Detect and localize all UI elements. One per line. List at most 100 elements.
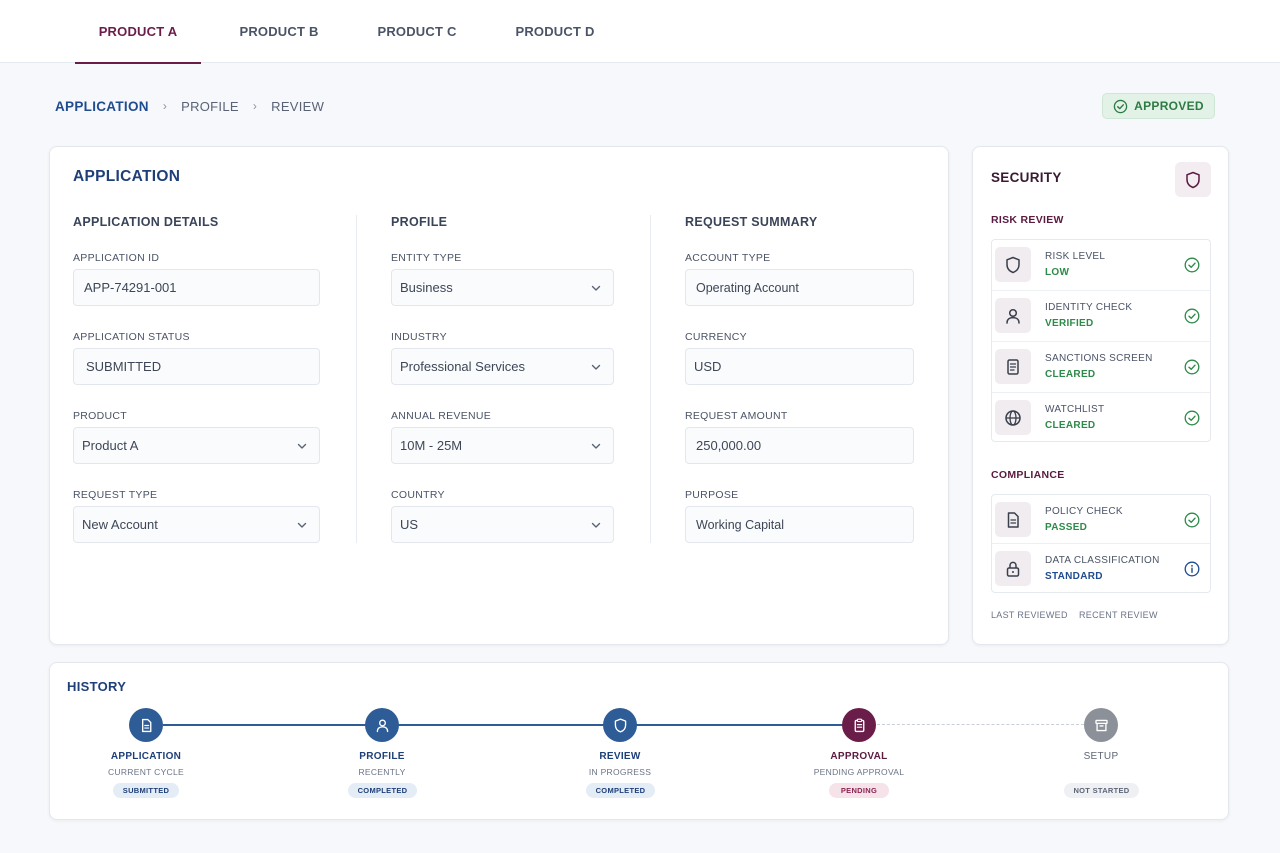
check-circle-icon [1184, 410, 1200, 426]
breadcrumb-profile[interactable]: PROFILE [181, 98, 239, 114]
list-item[interactable]: IDENTITY CHECK VERIFIED [992, 291, 1210, 342]
compliance-list: POLICY CHECK PASSED DATA CLASSIFICATION … [991, 494, 1211, 593]
security-shield-button[interactable] [1175, 162, 1211, 197]
chevron-right-icon: › [162, 99, 168, 113]
application-status-label: APPLICATION STATUS [73, 331, 190, 343]
step-badge: SUBMITTED [113, 783, 179, 798]
watchlist-value: CLEARED [1045, 420, 1096, 431]
tab-product-b[interactable]: PRODUCT B [239, 24, 319, 39]
risk-level-value: LOW [1045, 267, 1070, 278]
step-profile[interactable] [365, 708, 399, 742]
data-classification-value: STANDARD [1045, 571, 1103, 582]
shield-icon [1186, 171, 1200, 188]
product-value: Product A [82, 438, 139, 453]
request-amount-field[interactable]: 250,000.00 [685, 427, 914, 464]
product-label: PRODUCT [73, 410, 128, 422]
document-icon [1007, 358, 1019, 375]
step-badge: COMPLETED [586, 783, 655, 798]
request-type-label: REQUEST TYPE [73, 489, 158, 501]
breadcrumb-review[interactable]: REVIEW [271, 98, 325, 114]
list-item[interactable]: RISK LEVEL LOW [992, 240, 1210, 291]
annual-revenue-label: ANNUAL REVENUE [391, 410, 492, 422]
step-sub: IN PROGRESS [588, 767, 652, 777]
tab-product-c[interactable]: PRODUCT C [377, 24, 457, 39]
check-circle-icon [1184, 512, 1200, 528]
check-circle-icon [1184, 308, 1200, 324]
industry-value: Professional Services [400, 359, 525, 374]
request-type-value: New Account [82, 517, 158, 532]
step-setup[interactable] [1084, 708, 1118, 742]
data-classification-name: DATA CLASSIFICATION [1045, 555, 1160, 566]
application-id-label: APPLICATION ID [73, 252, 160, 264]
purpose-field[interactable]: Working Capital [685, 506, 914, 543]
step-badge: NOT STARTED [1064, 783, 1139, 798]
column-divider [650, 215, 651, 543]
sanctions-screen-value: CLEARED [1045, 369, 1096, 380]
clipboard-icon [854, 718, 864, 732]
document-icon [141, 718, 151, 732]
status-badge-label: APPROVED [1134, 99, 1204, 113]
step-approval[interactable] [842, 708, 876, 742]
entity-type-select[interactable]: Business [391, 269, 614, 306]
step-name: REVIEW [599, 751, 641, 762]
country-label: COUNTRY [391, 489, 445, 501]
currency-field[interactable]: USD [685, 348, 914, 385]
list-item[interactable]: SANCTIONS SCREEN CLEARED [992, 342, 1210, 393]
chevron-down-icon [591, 522, 601, 528]
user-icon [376, 718, 388, 732]
application-card [49, 146, 949, 645]
step-application[interactable] [129, 708, 163, 742]
shield-icon [614, 717, 626, 733]
request-amount-value: 250,000.00 [696, 438, 762, 453]
chevron-down-icon [591, 364, 601, 370]
tab-product-d[interactable]: PRODUCT D [515, 24, 595, 39]
column-divider [356, 215, 357, 543]
lock-icon [1006, 561, 1020, 577]
step-name: APPLICATION [110, 751, 182, 762]
step-name: SETUP [1083, 751, 1119, 762]
breadcrumb: APPLICATION › PROFILE › REVIEW [55, 96, 324, 116]
risk-review-list: RISK LEVEL LOW IDENTITY CHECK VERIFIED S… [991, 239, 1211, 442]
industry-select[interactable]: Professional Services [391, 348, 614, 385]
application-status-value: SUBMITTED [86, 359, 162, 374]
step-sub: CURRENT CYCLE [107, 767, 184, 777]
step-review[interactable] [603, 708, 637, 742]
step-sub: RECENTLY [358, 767, 406, 777]
archive-icon [1094, 719, 1108, 731]
check-circle-icon [1184, 359, 1200, 375]
tab-product-a[interactable]: PRODUCT A [75, 0, 201, 64]
list-item[interactable]: DATA CLASSIFICATION STANDARD [992, 544, 1210, 593]
info-icon [1184, 561, 1200, 577]
list-item[interactable]: WATCHLIST CLEARED [992, 393, 1210, 444]
step-badge: PENDING [829, 783, 889, 798]
annual-revenue-select[interactable]: 10M - 25M [391, 427, 614, 464]
country-select[interactable]: US [391, 506, 614, 543]
request-type-select[interactable]: New Account [73, 506, 320, 543]
account-type-value: Operating Account [696, 280, 799, 295]
currency-value: USD [694, 359, 722, 374]
profile-title: PROFILE [391, 215, 448, 229]
policy-check-value: PASSED [1045, 522, 1088, 533]
chevron-right-icon: › [252, 99, 258, 113]
policy-check-name: POLICY CHECK [1045, 506, 1123, 517]
entity-type-label: ENTITY TYPE [391, 252, 462, 264]
file-icon [1007, 511, 1019, 528]
application-id-value: APP-74291-001 [84, 280, 177, 295]
step-sub: PENDING APPROVAL [813, 767, 905, 777]
list-item[interactable]: POLICY CHECK PASSED [992, 495, 1210, 544]
application-id-field[interactable]: APP-74291-001 [73, 269, 320, 306]
application-status-field[interactable]: SUBMITTED [73, 348, 320, 385]
breadcrumb-application[interactable]: APPLICATION [55, 98, 149, 114]
identity-check-value: VERIFIED [1045, 318, 1094, 329]
industry-label: INDUSTRY [391, 331, 447, 343]
entity-type-value: Business [400, 280, 453, 295]
risk-review-title: RISK REVIEW [991, 214, 1064, 226]
product-select[interactable]: Product A [73, 427, 320, 464]
identity-check-name: IDENTITY CHECK [1045, 302, 1133, 313]
account-type-label: ACCOUNT TYPE [685, 252, 771, 264]
account-type-field[interactable]: Operating Account [685, 269, 914, 306]
country-value: US [400, 517, 419, 532]
recent-review-label: RECENT REVIEW [1079, 610, 1158, 620]
step-name: PROFILE [359, 751, 405, 762]
security-card-title: SECURITY [991, 170, 1062, 185]
